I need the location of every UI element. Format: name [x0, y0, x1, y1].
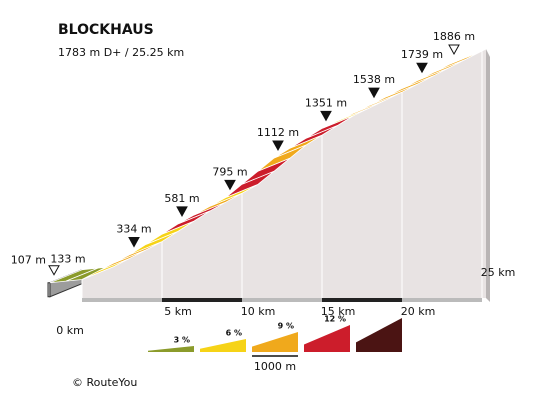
legend-label: 6 %	[226, 329, 242, 338]
chart-subtitle: 1783 m D+ / 25.25 km	[58, 46, 184, 59]
altitude-label: 334 m	[116, 223, 151, 236]
profile-end	[486, 49, 490, 302]
legend-swatch	[356, 318, 402, 352]
altitude-marker	[176, 206, 188, 217]
legend-label: 3 %	[174, 336, 190, 345]
profile-front	[47, 282, 51, 298]
altitude-marker	[368, 87, 380, 99]
x-tick-label: 25 km	[481, 266, 516, 279]
altitude-label: 1112 m	[257, 126, 299, 139]
x-tick-label: 20 km	[401, 305, 436, 318]
altitude-label: 1538 m	[353, 73, 395, 86]
profile-wall	[82, 49, 486, 298]
credit: © RouteYou	[72, 376, 137, 389]
altitude-marker	[272, 140, 284, 152]
base-bar	[402, 298, 482, 302]
altitude-label: 795 m	[212, 165, 247, 178]
altitude-marker	[320, 110, 332, 122]
altitude-label: 581 m	[164, 192, 199, 205]
x-tick-label: 0 km	[56, 324, 84, 337]
altitude-label: 107 m	[11, 254, 46, 267]
base-bar	[322, 298, 402, 302]
altitude-marker	[224, 179, 236, 191]
altitude-marker	[448, 44, 460, 56]
legend-swatch	[304, 325, 350, 352]
legend-swatch	[252, 332, 298, 352]
gradient-segment	[449, 48, 487, 65]
legend-label: 9 %	[278, 322, 294, 331]
altitude-marker	[48, 265, 60, 276]
altitude-label: 1351 m	[305, 96, 347, 109]
base-bar	[82, 298, 162, 302]
altitude-label: 1739 m	[401, 48, 443, 61]
altitude-label: 1886 m	[433, 30, 475, 43]
scale-label: 1000 m	[254, 360, 296, 373]
altitude-label: 133 m	[50, 252, 85, 265]
x-tick-label: 15 km	[321, 305, 356, 318]
legend-swatch	[200, 339, 246, 352]
base-bar	[242, 298, 322, 302]
chart-title: BLOCKHAUS	[58, 22, 154, 38]
legend-swatch	[148, 346, 194, 352]
x-tick-label: 5 km	[164, 305, 192, 318]
x-tick-label: 10 km	[241, 305, 276, 318]
legend-label: 12 %	[324, 315, 346, 324]
base-bar	[162, 298, 242, 302]
altitude-marker	[128, 237, 140, 248]
altitude-marker	[416, 62, 428, 74]
